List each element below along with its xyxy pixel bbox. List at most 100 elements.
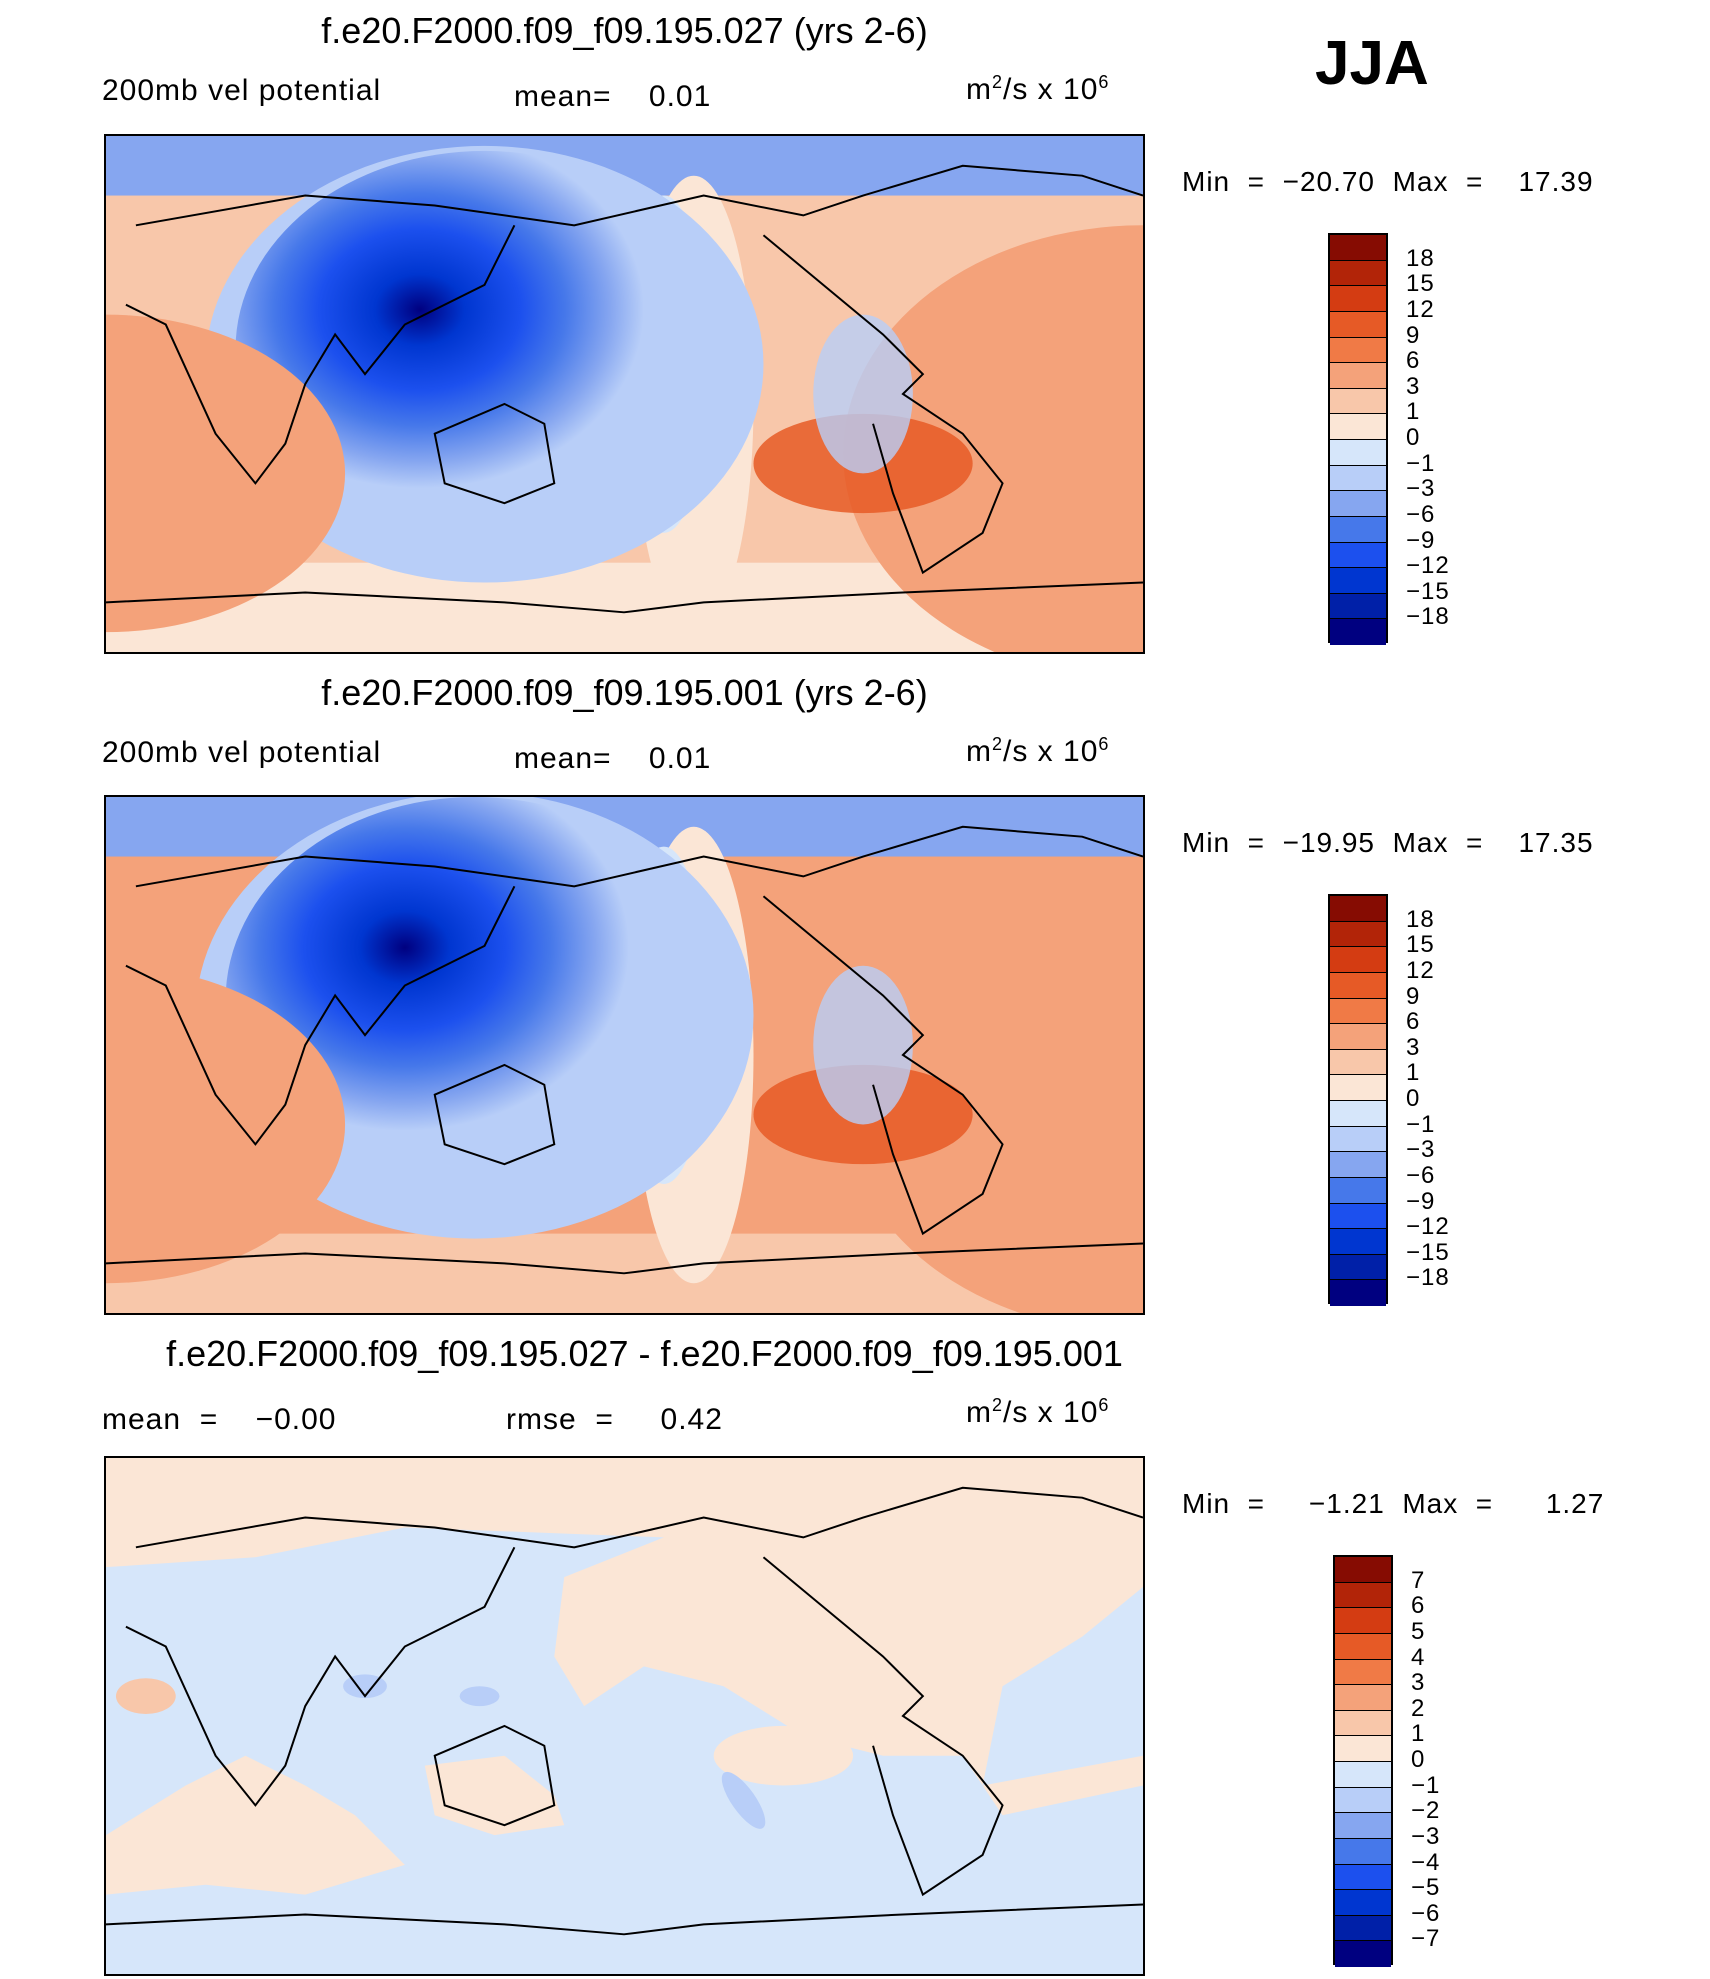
colorbar-swatch (1330, 1152, 1386, 1178)
panel-1-units-label: m2/s x 106 (966, 72, 1110, 106)
colorbar-swatch (1330, 947, 1386, 973)
colorbar-tick-label: −12 (1406, 552, 1450, 580)
colorbar-tick-label: 3 (1411, 1669, 1426, 1697)
colorbar-tick-label: 1 (1411, 1720, 1426, 1748)
colorbar-tick-label: 0 (1406, 424, 1421, 451)
colorbar-swatch (1330, 1075, 1386, 1101)
colorbar-tick-label: 3 (1406, 1033, 1421, 1061)
colorbar-swatch (1330, 921, 1386, 948)
colorbar-swatch (1330, 260, 1386, 287)
colorbar-swatch (1330, 1101, 1386, 1127)
colorbar-swatch (1335, 1557, 1391, 1583)
panel-2-contour-plot (106, 797, 1143, 1313)
colorbar-swatch (1330, 896, 1386, 922)
colorbar-tick-label: −5 (1411, 1874, 1441, 1902)
colorbar-tick-label: 9 (1406, 982, 1421, 1010)
colorbar-swatch (1330, 972, 1386, 999)
colorbar-tick-label: 15 (1406, 270, 1435, 298)
colorbar-tick-label: −7 (1411, 1925, 1441, 1953)
colorbar-swatch (1330, 1126, 1386, 1153)
colorbar-tick-label: −3 (1406, 1136, 1436, 1164)
panel-1-map (104, 134, 1145, 654)
colorbar-swatch (1330, 235, 1386, 261)
colorbar-swatch (1335, 1787, 1391, 1814)
colorbar-swatch (1330, 414, 1386, 440)
colorbar-tick-label: 1 (1406, 1059, 1421, 1087)
colorbar-tick-label: −2 (1411, 1797, 1441, 1825)
colorbar-swatch (1330, 1024, 1386, 1050)
colorbar-tick-label: −18 (1406, 603, 1450, 631)
panel-3-map (104, 1456, 1145, 1976)
colorbar-swatch (1330, 311, 1386, 338)
panel-3-contour-plot (106, 1458, 1143, 1974)
colorbar-tick-label: 5 (1411, 1617, 1426, 1645)
colorbar-tick-label: 7 (1411, 1566, 1426, 1594)
colorbar-swatch (1335, 1736, 1391, 1762)
colorbar-swatch (1335, 1915, 1391, 1942)
colorbar-swatch (1330, 619, 1386, 645)
panel-1-title: f.e20.F2000.f09_f09.195.027 (yrs 2-6) (321, 10, 928, 51)
colorbar-swatch (1335, 1659, 1391, 1686)
panel-2-minmax: Min = −19.95 Max = 17.35 (1182, 827, 1594, 858)
panel-2-title: f.e20.F2000.f09_f09.195.001 (yrs 2-6) (321, 672, 928, 713)
colorbar-swatch (1335, 1838, 1391, 1865)
panel-2-variable-label: 200mb vel potential (102, 736, 382, 769)
colorbar-tick-label: 0 (1411, 1746, 1426, 1773)
colorbar-swatch (1335, 1890, 1391, 1916)
colorbar-swatch (1330, 593, 1386, 620)
panel-2-map (104, 795, 1145, 1315)
panel-1-colorbar (1328, 233, 1388, 645)
colorbar-tick-label: 6 (1411, 1592, 1426, 1620)
colorbar-tick-label: 9 (1406, 321, 1421, 349)
colorbar-tick-label: −18 (1406, 1264, 1450, 1292)
colorbar-swatch (1330, 1049, 1386, 1076)
colorbar-tick-label: −3 (1411, 1822, 1441, 1850)
colorbar-tick-label: 0 (1406, 1085, 1421, 1112)
colorbar-swatch (1330, 286, 1386, 312)
colorbar-swatch (1335, 1633, 1391, 1660)
colorbar-tick-label: 2 (1411, 1694, 1426, 1722)
colorbar-swatch (1335, 1582, 1391, 1609)
panel-3-minmax: Min = −1.21 Max = 1.27 (1182, 1488, 1605, 1519)
panel-3-title: f.e20.F2000.f09_f09.195.027 - f.e20.F200… (166, 1333, 1123, 1374)
colorbar-tick-label: −15 (1406, 577, 1450, 605)
panel-1-variable-label: 200mb vel potential (102, 74, 382, 107)
panel-3-colorbar (1333, 1555, 1393, 1967)
colorbar-swatch (1330, 1177, 1386, 1204)
colorbar-tick-label: −6 (1411, 1899, 1441, 1927)
panel-3-rmse-label: rmse = 0.42 (506, 1403, 723, 1436)
colorbar-swatch (1330, 1203, 1386, 1230)
colorbar-tick-label: −6 (1406, 1161, 1436, 1189)
panel-3-mean-label: mean = −0.00 (102, 1403, 337, 1436)
colorbar-tick-label: 15 (1406, 931, 1435, 959)
colorbar-tick-label: 3 (1406, 372, 1421, 400)
colorbar-tick-label: 18 (1406, 905, 1435, 933)
colorbar-tick-label: 18 (1406, 244, 1435, 272)
colorbar-tick-label: −1 (1406, 449, 1436, 477)
colorbar-swatch (1335, 1813, 1391, 1839)
panel-1-minmax: Min = −20.70 Max = 17.39 (1182, 166, 1594, 197)
colorbar-tick-label: −9 (1406, 526, 1436, 554)
colorbar-tick-label: −3 (1406, 475, 1436, 503)
colorbar-swatch (1330, 1254, 1386, 1281)
colorbar-tick-label: −12 (1406, 1213, 1450, 1241)
colorbar-swatch (1330, 465, 1386, 492)
colorbar-swatch (1335, 1864, 1391, 1891)
colorbar-swatch (1330, 388, 1386, 415)
panel-1-mean-label: mean= 0.01 (514, 80, 712, 113)
colorbar-tick-label: −15 (1406, 1238, 1450, 1266)
colorbar-swatch (1335, 1608, 1391, 1634)
colorbar-swatch (1330, 440, 1386, 466)
colorbar-swatch (1330, 542, 1386, 569)
colorbar-swatch (1330, 1229, 1386, 1255)
colorbar-tick-label: −4 (1411, 1848, 1441, 1876)
colorbar-swatch (1335, 1685, 1391, 1711)
colorbar-swatch (1330, 337, 1386, 364)
colorbar-tick-label: 12 (1406, 956, 1435, 984)
panel-2-mean-label: mean= 0.01 (514, 742, 712, 775)
colorbar-swatch (1330, 363, 1386, 389)
colorbar-swatch (1335, 1710, 1391, 1737)
colorbar-tick-label: 6 (1406, 1008, 1421, 1036)
colorbar-swatch (1330, 568, 1386, 594)
colorbar-tick-label: −1 (1406, 1110, 1436, 1138)
